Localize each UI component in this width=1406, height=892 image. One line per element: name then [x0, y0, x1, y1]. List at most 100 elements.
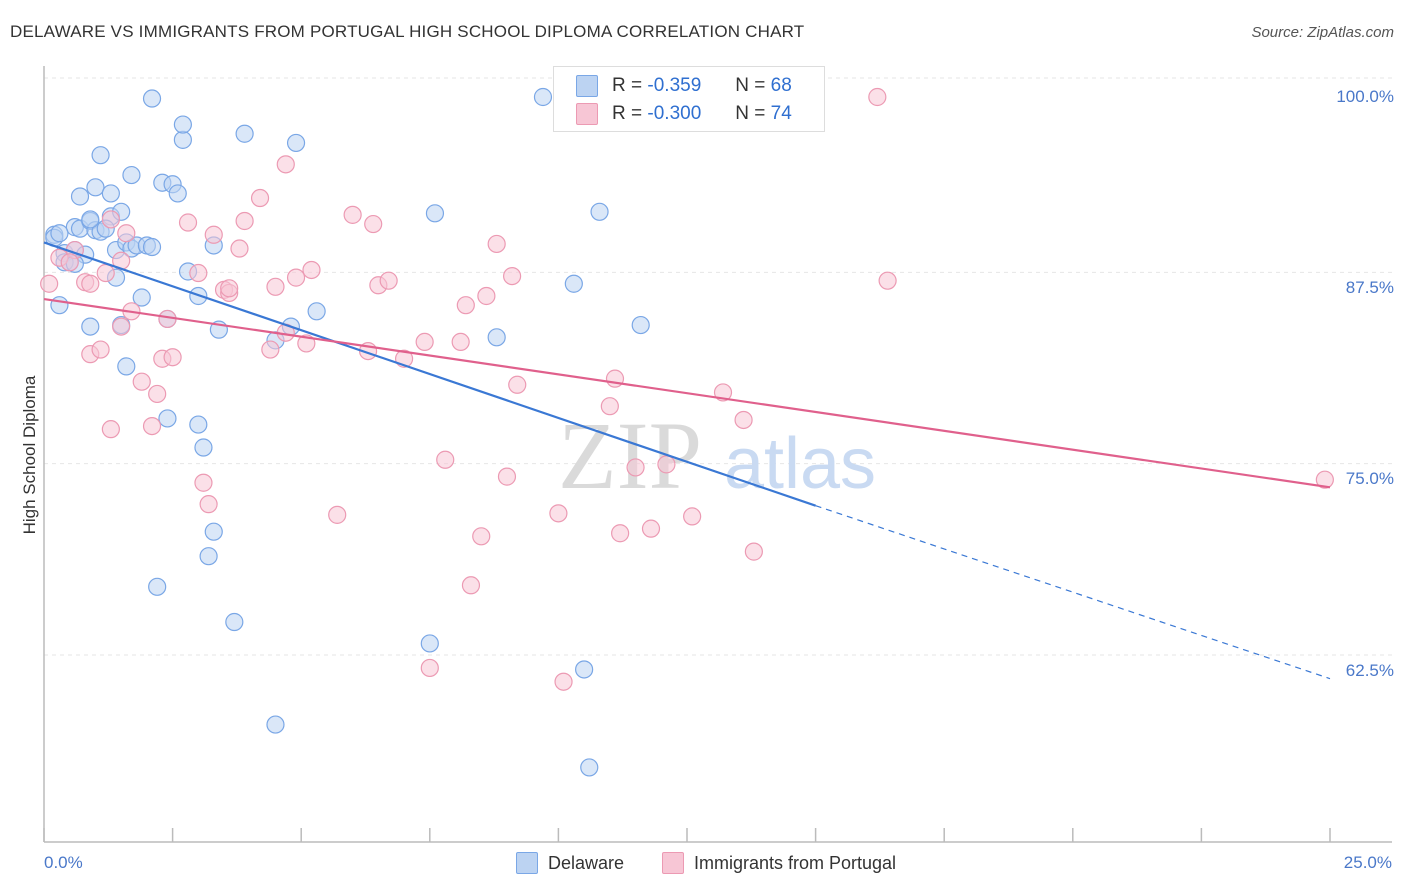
y-tick-label: 87.5% — [1345, 278, 1394, 297]
portugal-point — [194, 473, 213, 492]
portugal-point — [101, 420, 120, 439]
r-label: R = — [612, 103, 643, 124]
portugal-point — [734, 410, 753, 430]
axes — [43, 66, 1392, 843]
legend-swatch — [516, 852, 538, 874]
portugal-point — [477, 286, 496, 306]
watermark: ZIP atlas — [558, 402, 876, 509]
portugal-point — [600, 397, 619, 416]
r-label: R = — [612, 75, 643, 96]
delaware-point — [266, 715, 285, 734]
portugal-point — [456, 296, 475, 315]
portugal-point — [503, 266, 522, 286]
portugal-trend-line — [43, 297, 1331, 489]
y-tick-label: 100.0% — [1336, 87, 1394, 106]
delaware-point — [575, 660, 594, 679]
portugal-point — [199, 495, 218, 514]
delaware-point — [631, 315, 650, 335]
x-tick-label: 0.0% — [44, 853, 83, 872]
r-value: -0.359 — [647, 75, 702, 96]
trend-lines — [43, 241, 1331, 680]
delaware-point — [173, 130, 192, 149]
delaware-point — [117, 357, 136, 376]
portugal-point — [328, 505, 347, 524]
portugal-point — [286, 268, 306, 287]
n-label: N = — [735, 75, 766, 96]
portugal-point — [117, 224, 136, 243]
legend-item-portugal[interactable]: Immigrants from Portugal — [662, 852, 896, 874]
portugal-point — [276, 155, 295, 174]
y-tick-label: 62.5% — [1345, 661, 1394, 680]
delaware-point — [564, 274, 583, 293]
watermark-zip: ZIP — [558, 402, 702, 509]
delaware-point — [81, 210, 100, 229]
delaware-point — [86, 178, 105, 197]
delaware-point — [158, 409, 177, 428]
portugal-point — [436, 450, 455, 469]
portugal-point — [641, 519, 661, 538]
stats-legend: R = -0.359 N = 68 R = -0.300 N = 74 — [553, 66, 825, 132]
portugal-point — [497, 467, 517, 486]
delaware-point — [580, 758, 599, 777]
portugal-point — [508, 375, 527, 394]
portugal-point — [261, 340, 280, 359]
portugal-point — [611, 524, 630, 543]
delaware-trend-extension — [815, 505, 1331, 680]
n-value: 68 — [770, 75, 792, 96]
delaware-point — [70, 187, 90, 206]
portugal-point — [101, 210, 120, 229]
portugal-point — [487, 234, 506, 254]
portugal-point — [713, 383, 733, 402]
portugal-point — [230, 239, 249, 258]
portugal-point — [132, 372, 151, 391]
delaware-point — [142, 237, 162, 257]
legend-row-portugal: R = -0.300 N = 74 — [576, 101, 792, 127]
portugal-point — [379, 271, 398, 290]
portugal-point — [91, 340, 110, 359]
legend-swatch-delaware — [576, 75, 598, 97]
delaware-point — [204, 522, 223, 541]
portugal-point — [235, 211, 254, 231]
portugal-point — [142, 416, 162, 436]
portugal-point — [451, 332, 470, 352]
delaware-trend-line — [43, 241, 816, 507]
portugal-point — [163, 348, 182, 367]
y-tick-label: 75.0% — [1345, 469, 1394, 488]
legend-item-delaware[interactable]: Delaware — [516, 852, 624, 874]
delaware-point — [122, 165, 141, 185]
portugal-point — [250, 188, 270, 208]
portugal-point — [868, 87, 887, 107]
delaware-point — [307, 302, 326, 321]
legend-swatch-portugal — [576, 103, 598, 125]
portugal-point — [112, 317, 131, 336]
portugal-point — [744, 542, 763, 561]
portugal-point — [472, 527, 491, 546]
delaware-point — [487, 328, 506, 347]
portugal-point — [204, 225, 223, 244]
legend-swatch — [662, 852, 684, 874]
delaware-point — [590, 202, 609, 221]
delaware-point — [173, 115, 192, 134]
delaware-point — [132, 288, 151, 307]
delaware-point — [101, 184, 120, 203]
portugal-point — [148, 384, 167, 404]
delaware-point — [91, 146, 110, 165]
legend-label: Delaware — [548, 852, 625, 873]
portugal-point — [420, 658, 439, 678]
delaware-point — [168, 184, 187, 203]
r-value: -0.300 — [647, 103, 702, 124]
gridlines — [44, 77, 1392, 656]
delaware-point — [425, 204, 445, 223]
delaware-point — [199, 547, 218, 566]
n-value: 74 — [770, 103, 792, 124]
watermark-atlas: atlas — [724, 424, 876, 504]
x-tick-label: 25.0% — [1343, 853, 1392, 872]
portugal-point — [626, 458, 645, 477]
delaware-point — [286, 133, 306, 153]
legend-label: Immigrants from Portugal — [694, 852, 897, 873]
portugal-point — [364, 214, 383, 234]
chart-title: DELAWARE VS IMMIGRANTS FROM PORTUGAL HIG… — [10, 22, 805, 41]
delaware-point — [189, 415, 208, 434]
portugal-point — [549, 504, 568, 523]
portugal-point — [178, 213, 198, 232]
